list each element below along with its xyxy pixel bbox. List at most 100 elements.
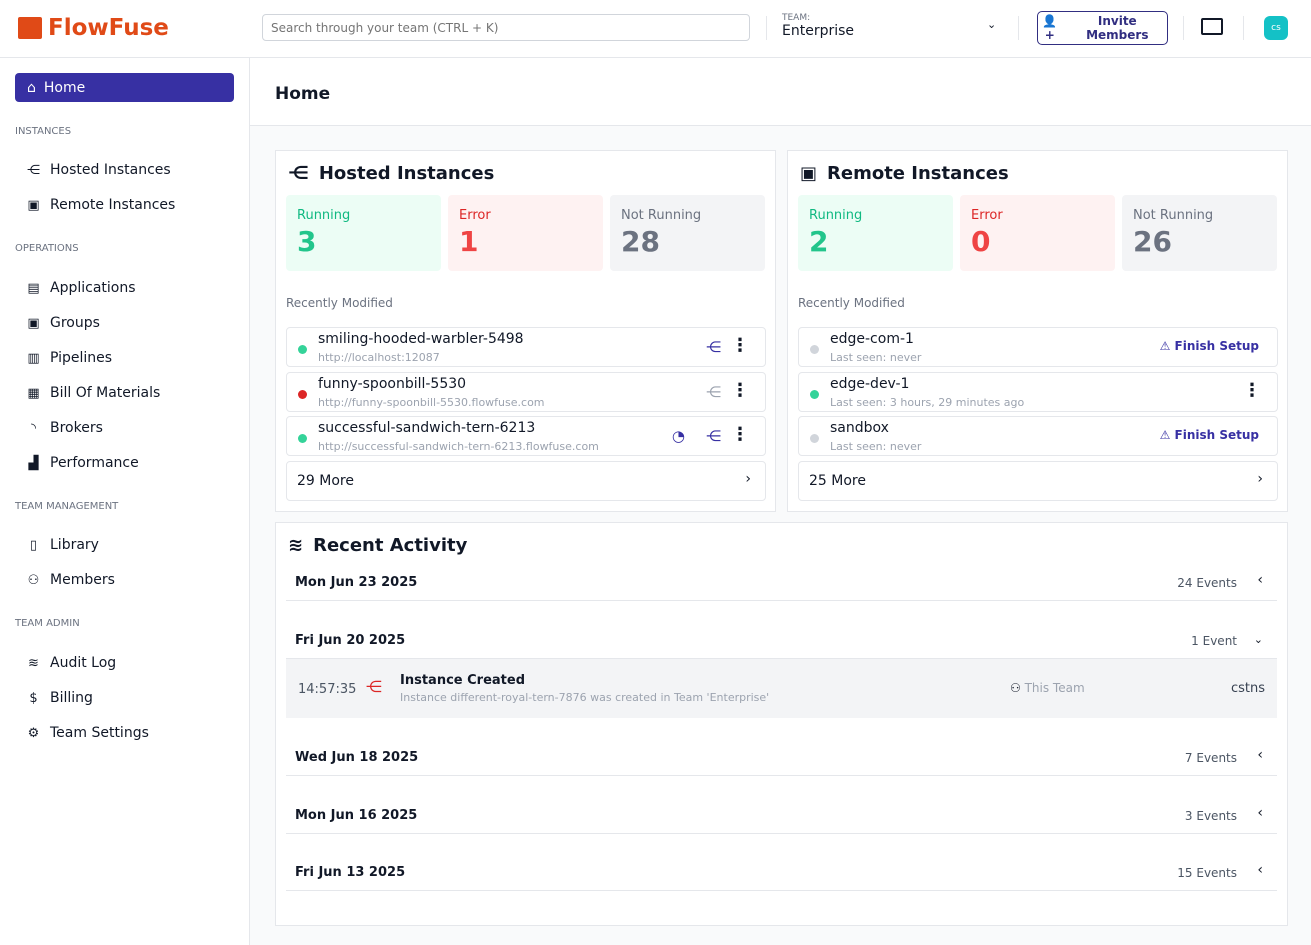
running-stat[interactable]: Running 2 xyxy=(798,195,953,271)
stat-label: Not Running xyxy=(1133,208,1214,223)
instance-url[interactable]: http://successful-sandwich-tern-6213.flo… xyxy=(318,440,599,453)
activity-day-header[interactable]: Fri Jun 13 2025 15 Events ‹ xyxy=(286,847,1277,891)
more-devices-link[interactable]: 25 More › xyxy=(798,461,1278,501)
sidebar-item-label: Applications xyxy=(50,280,136,296)
chevron-left-icon: ‹ xyxy=(1257,572,1263,588)
card-title: Hosted Instances xyxy=(318,163,495,184)
device-row[interactable]: sandbox Last seen: never ⚠ Finish Setup xyxy=(798,416,1278,456)
stat-label: Running xyxy=(297,208,351,223)
hosted-instances-card: ⋲ Hosted Instances Running 3 Error 1 Not Ru… xyxy=(275,150,776,512)
mail-icon[interactable] xyxy=(1201,18,1223,35)
activity-day-header[interactable]: Fri Jun 20 2025 1 Event ⌄ xyxy=(286,615,1277,659)
invite-members-button[interactable]: 👤+ Invite Members xyxy=(1037,11,1168,45)
sidebar-item-members[interactable]: ⚇ Members xyxy=(25,572,115,588)
flowfuse-logo[interactable]: FlowFuse xyxy=(18,15,169,41)
user-plus-icon: 👤+ xyxy=(1042,14,1058,42)
section-title: Operations xyxy=(15,243,79,254)
device-name: edge-dev-1 xyxy=(830,376,910,392)
stat-label: Error xyxy=(459,208,491,223)
sidebar-item-remote-instances[interactable]: ▣ Remote Instances xyxy=(25,197,175,213)
open-editor-icon[interactable]: ⋲ xyxy=(706,338,721,356)
sidebar-item-label: Team Settings xyxy=(50,725,149,741)
sidebar-item-groups[interactable]: ▣ Groups xyxy=(25,315,100,331)
sidebar-item-billing[interactable]: $ Billing xyxy=(25,690,93,706)
chevron-down-icon[interactable]: ⌄ xyxy=(987,18,997,31)
activity-day-header[interactable]: Wed Jun 18 2025 7 Events ‹ xyxy=(286,732,1277,776)
sidebar-item-audit-log[interactable]: ≋ Audit Log xyxy=(25,655,116,671)
recent-activity-card: ≋ Recent Activity Mon Jun 23 2025 24 Event… xyxy=(275,522,1288,926)
error-stat[interactable]: Error 0 xyxy=(960,195,1115,271)
finish-setup-button[interactable]: ⚠ Finish Setup xyxy=(1160,339,1259,353)
database-icon: ≋ xyxy=(28,655,39,671)
finish-setup-label: Finish Setup xyxy=(1174,428,1259,442)
instance-url[interactable]: http://localhost:12087 xyxy=(318,351,440,364)
event-scope: ⚇ This Team xyxy=(1010,681,1085,695)
device-name: sandbox xyxy=(830,420,889,436)
open-editor-icon[interactable]: ⋲ xyxy=(706,383,721,401)
users-icon: ⚇ xyxy=(27,572,40,588)
kebab-menu-icon[interactable]: ⋮ xyxy=(1243,380,1261,401)
status-dot xyxy=(298,434,307,443)
finish-setup-label: Finish Setup xyxy=(1174,339,1259,353)
kebab-menu-icon[interactable]: ⋮ xyxy=(731,424,749,445)
not-running-stat[interactable]: Not Running 28 xyxy=(610,195,765,271)
card-title: Recent Activity xyxy=(313,535,468,556)
sidebar-item-brokers[interactable]: ◝ Brokers xyxy=(25,420,103,436)
device-row[interactable]: edge-dev-1 Last seen: 3 hours, 29 minutes… xyxy=(798,372,1278,412)
sidebar-item-home[interactable]: ⌂ Home xyxy=(15,73,234,102)
sidebar-item-bill-of-materials[interactable]: ▦ Bill Of Materials xyxy=(25,385,160,401)
activity-day-header[interactable]: Mon Jun 23 2025 24 Events ‹ xyxy=(286,557,1277,601)
activity-day-header[interactable]: Mon Jun 16 2025 3 Events ‹ xyxy=(286,790,1277,834)
team-label: TEAM: xyxy=(782,13,811,23)
status-dot xyxy=(298,390,307,399)
error-stat[interactable]: Error 1 xyxy=(448,195,603,271)
instance-url[interactable]: http://funny-spoonbill-5530.flowfuse.com xyxy=(318,396,545,409)
more-label: 25 More xyxy=(809,473,866,489)
team-selector[interactable]: TEAM: Enterprise xyxy=(782,13,854,39)
device-row[interactable]: edge-com-1 Last seen: never ⚠ Finish Setup xyxy=(798,327,1278,367)
stat-label: Running xyxy=(809,208,863,223)
event-user: cstns xyxy=(1230,681,1265,696)
event-count: 3 Events xyxy=(1184,809,1237,823)
instance-created-icon: ⋲ xyxy=(366,677,382,696)
sidebar-item-applications[interactable]: ▤ Applications xyxy=(25,280,136,296)
sidebar-item-team-settings[interactable]: ⚙ Team Settings xyxy=(25,725,149,741)
page-title: Home xyxy=(250,58,1311,126)
not-running-stat[interactable]: Not Running 26 xyxy=(1122,195,1277,271)
kebab-menu-icon[interactable]: ⋮ xyxy=(731,380,749,401)
sidebar-item-performance[interactable]: ▟ Performance xyxy=(25,455,139,471)
instance-name: funny-spoonbill-5530 xyxy=(318,376,467,392)
finish-setup-button[interactable]: ⚠ Finish Setup xyxy=(1160,428,1259,442)
avatar[interactable]: cs xyxy=(1264,16,1288,40)
book-icon: ▯ xyxy=(29,537,38,553)
stat-value: 26 xyxy=(1133,225,1172,258)
sidebar-item-pipelines[interactable]: ▥ Pipelines xyxy=(25,350,112,366)
instance-row[interactable]: successful-sandwich-tern-6213 http://succ… xyxy=(286,416,766,456)
status-dot xyxy=(810,434,819,443)
activity-event[interactable]: 14:57:35 ⋲ Instance Created Instance dif… xyxy=(286,659,1277,718)
groups-icon: ▣ xyxy=(27,315,40,331)
instance-row[interactable]: funny-spoonbill-5530 http://funny-spoonbi… xyxy=(286,372,766,412)
dashboard-icon[interactable]: ◔ xyxy=(671,427,685,445)
database-icon: ≋ xyxy=(288,535,304,556)
kebab-menu-icon[interactable]: ⋮ xyxy=(731,335,749,356)
sidebar-item-label: Brokers xyxy=(50,420,103,436)
status-dot xyxy=(298,345,307,354)
event-count: 24 Events xyxy=(1177,576,1237,590)
stat-value: 2 xyxy=(809,225,829,258)
search-input[interactable] xyxy=(262,14,750,41)
open-editor-icon[interactable]: ⋲ xyxy=(706,427,721,445)
sidebar-item-hosted-instances[interactable]: ⋲ Hosted Instances xyxy=(25,162,171,178)
chip-icon: ▣ xyxy=(27,197,40,213)
event-description: Instance different-royal-tern-7876 was c… xyxy=(400,691,770,704)
sidebar-item-label: Groups xyxy=(50,315,100,331)
running-stat[interactable]: Running 3 xyxy=(286,195,441,271)
chevron-left-icon: ‹ xyxy=(1257,747,1263,763)
chevron-left-icon: ‹ xyxy=(1257,862,1263,878)
warning-icon: ⚠ xyxy=(1159,428,1175,442)
sidebar-item-label: Members xyxy=(50,572,115,588)
instance-row[interactable]: smiling-hooded-warbler-5498 http://localh… xyxy=(286,327,766,367)
instance-name: smiling-hooded-warbler-5498 xyxy=(318,331,524,347)
sidebar-item-library[interactable]: ▯ Library xyxy=(25,537,99,553)
more-instances-link[interactable]: 29 More › xyxy=(286,461,766,501)
